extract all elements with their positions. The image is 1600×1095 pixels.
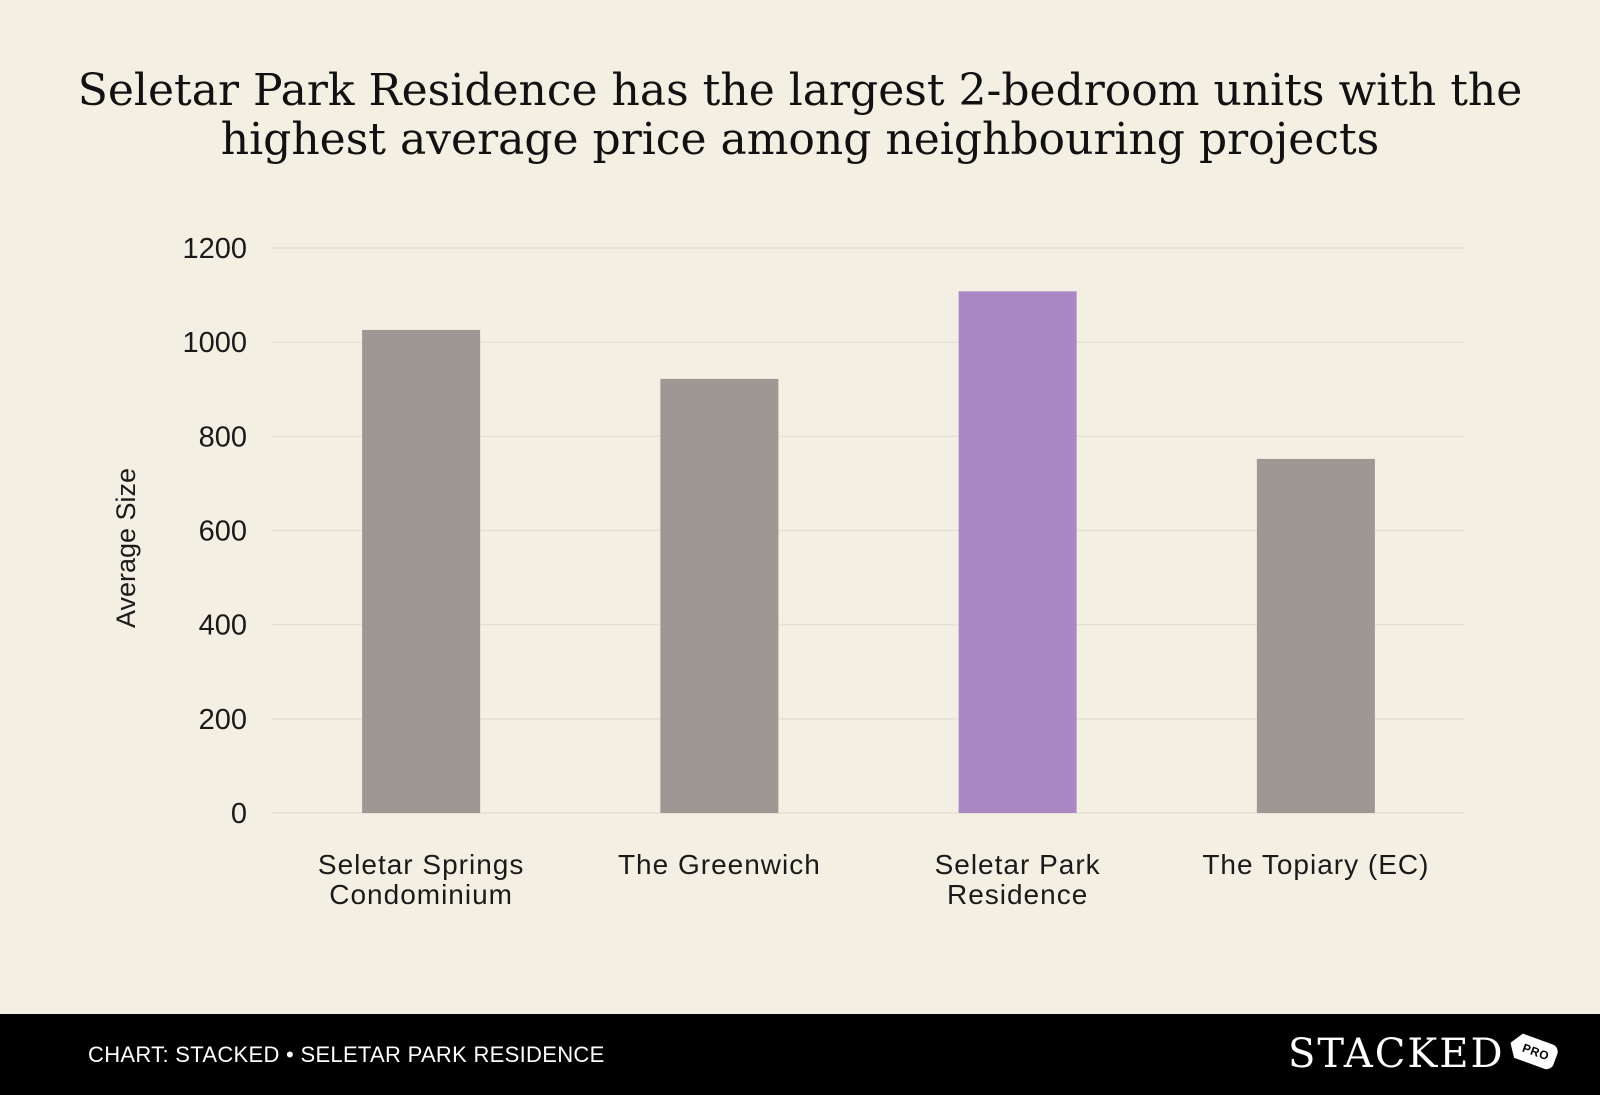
chart-title-line-2: highest average price among neighbouring…	[220, 114, 1380, 165]
y-tick-label: 600	[199, 516, 247, 548]
bar	[660, 378, 779, 813]
x-tick-label: The Topiary (EC)	[1202, 849, 1429, 880]
x-tick-label: The Greenwich	[618, 849, 821, 880]
y-axis-label: Average Size	[111, 468, 141, 628]
chart-source: CHART: STACKED • SELETAR PARK RESIDENCE	[88, 1042, 605, 1067]
footer-bar: CHART: STACKED • SELETAR PARK RESIDENCE …	[0, 1014, 1600, 1095]
y-tick-label: 400	[199, 610, 247, 642]
y-tick-label: 1000	[182, 327, 247, 359]
y-tick-label: 1200	[182, 233, 247, 265]
x-tick-label: Seletar Park	[935, 849, 1101, 880]
pro-tag-icon: PRO	[1506, 1031, 1560, 1072]
bar	[1256, 458, 1375, 813]
x-tick-label: Seletar Springs	[318, 849, 524, 880]
chart-title: Seletar Park Residence has the largest 2…	[60, 66, 1540, 164]
bar-chart: 0 200 400 600 800 1000 1200 Average Size Seletar…	[111, 233, 1465, 910]
y-tick-label: 200	[199, 704, 247, 736]
y-tick-label: 0	[231, 798, 247, 830]
stacked-logo: STACKED PRO	[1288, 1026, 1557, 1082]
x-tick-label: Residence	[947, 879, 1088, 910]
y-tick-label: 800	[199, 421, 247, 453]
chart-title-line-1: Seletar Park Residence has the largest 2…	[77, 65, 1523, 116]
logo-wordmark: STACKED	[1288, 1031, 1505, 1077]
bar	[362, 329, 481, 813]
x-tick-label: Condominium	[329, 879, 513, 910]
bar	[958, 291, 1077, 814]
